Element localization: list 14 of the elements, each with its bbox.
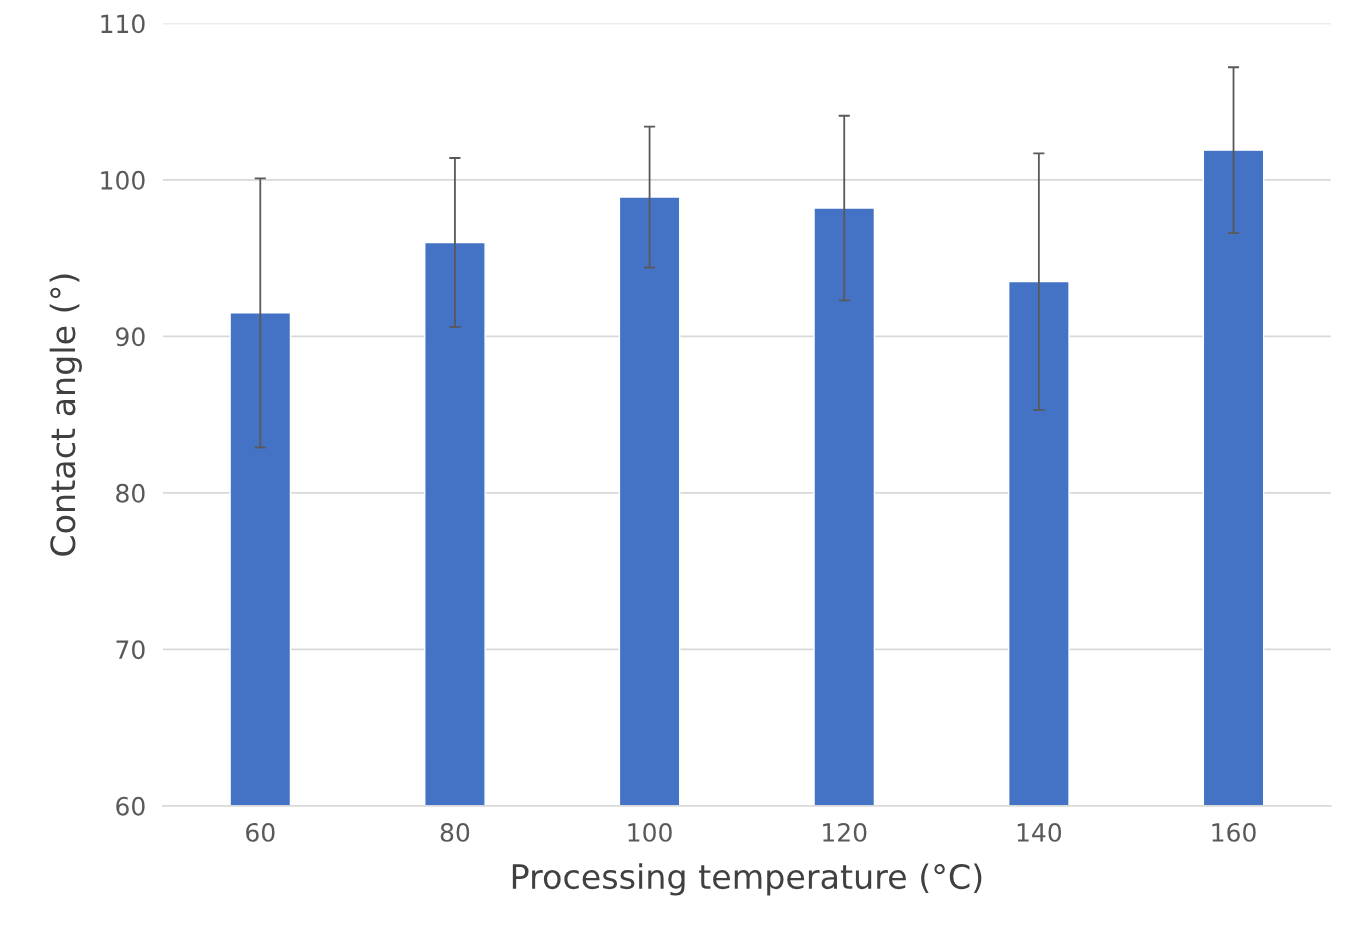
y-tick-label: 100	[101, 170, 145, 190]
x-tick-label: 100	[628, 822, 672, 842]
x-tick-label: 160	[1212, 822, 1256, 842]
x-tick-label: 140	[1017, 822, 1062, 842]
y-axis-title: Contact angle (°)	[49, 274, 82, 556]
x-tick-label: 80	[440, 822, 470, 842]
y-tick-label: 110	[101, 14, 145, 34]
x-tick-label: 60	[246, 822, 275, 842]
y-tick-label: 90	[116, 327, 145, 347]
y-tick-label: 60	[116, 796, 145, 816]
y-tick-label: 70	[116, 640, 145, 660]
x-axis-title: Processing temperature (°C)	[512, 863, 982, 896]
y-tick-label: 80	[116, 483, 145, 503]
x-tick-label: 120	[823, 822, 867, 842]
